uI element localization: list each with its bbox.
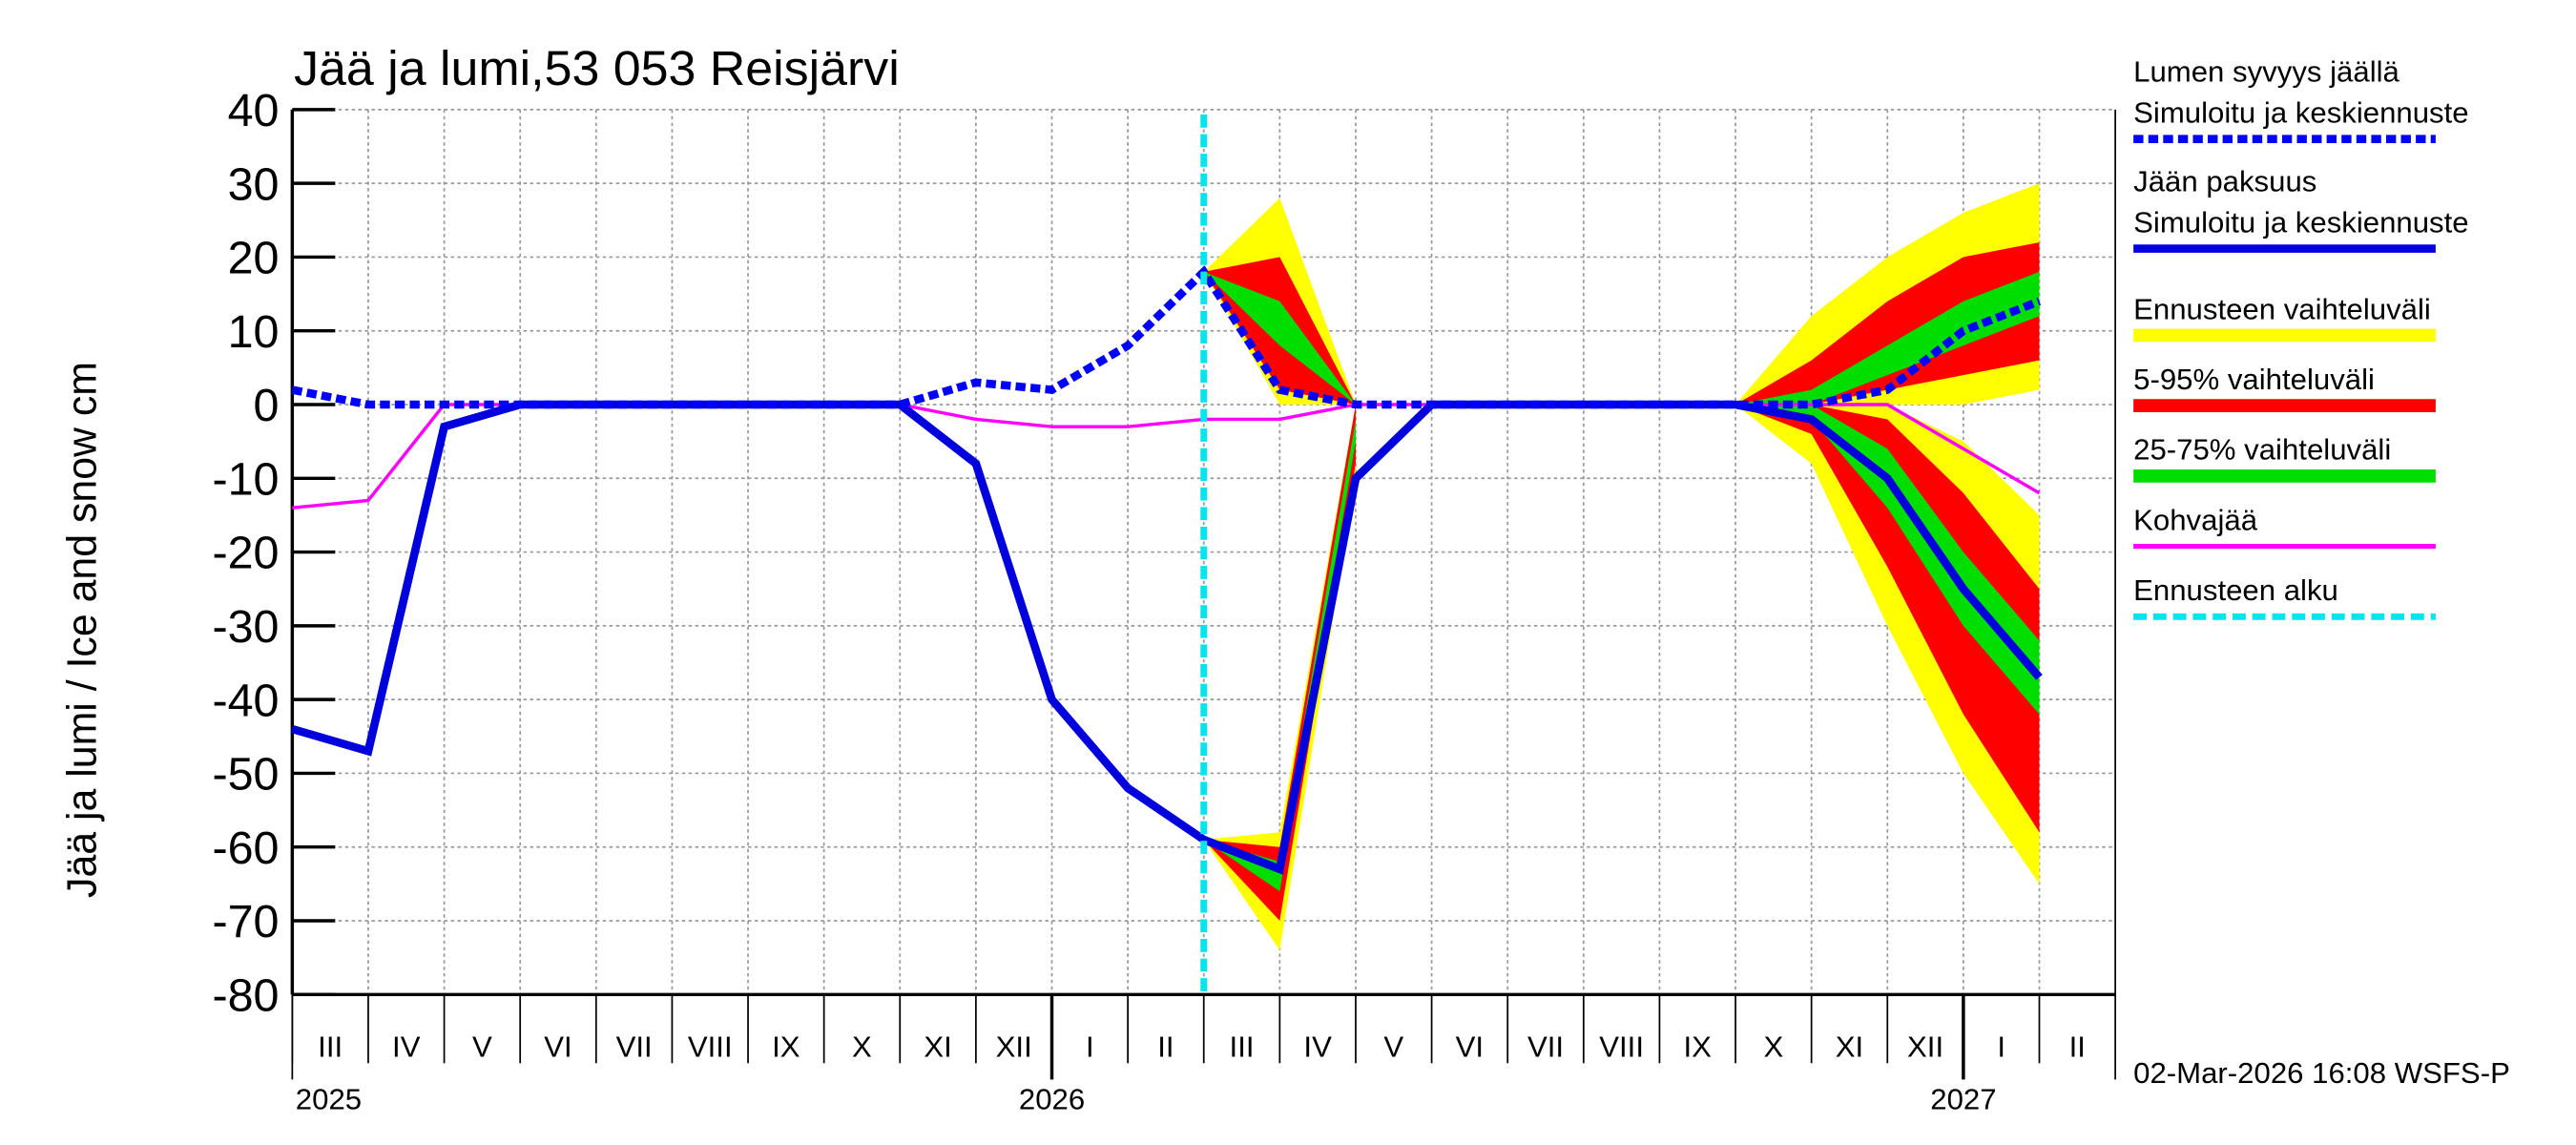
legend-label: Simuloitu ja keskiennuste [2133, 206, 2468, 239]
y-tick-label: -50 [212, 749, 279, 801]
year-label: 2025 [296, 1082, 362, 1115]
series-line [291, 265, 2042, 409]
y-tick-label: 40 [228, 85, 280, 136]
x-tick-label: I [1997, 1030, 2005, 1064]
x-tick-label: IX [1684, 1030, 1713, 1064]
x-tick-label: II [1157, 1030, 1174, 1064]
chart-title: Jää ja lumi,53 053 Reisjärvi [294, 40, 900, 95]
x-tick-label: VI [1456, 1030, 1484, 1064]
band-ice [1735, 405, 2040, 715]
y-tick-label: -60 [212, 822, 279, 874]
y-tick-label: -10 [212, 454, 279, 506]
x-tick-label: III [1230, 1030, 1255, 1064]
x-tick-label: I [1086, 1030, 1094, 1064]
band-snow [1735, 271, 2040, 405]
x-tick-label: VII [1527, 1030, 1564, 1064]
legend-label: Lumen syvyys jäällä [2133, 55, 2399, 89]
x-tick-label: IV [1303, 1030, 1332, 1064]
y-tick-label: 30 [228, 158, 280, 210]
band-snow [1735, 241, 2040, 405]
x-tick-label: VIII [1599, 1030, 1644, 1064]
x-tick-label: XII [1907, 1030, 1943, 1064]
x-tick-label: XII [996, 1030, 1032, 1064]
x-tick-label: X [1763, 1030, 1783, 1064]
x-tick-label: V [472, 1030, 492, 1064]
x-tick-label: IV [392, 1030, 421, 1064]
y-tick-label: 10 [228, 306, 280, 358]
year-label: 2027 [1930, 1082, 1996, 1115]
legend-label: Simuloitu ja keskiennuste [2133, 96, 2468, 130]
y-axis-label: Jää ja lumi / Ice and snow cm [59, 362, 105, 898]
legend-label: Ennusteen vaihteluväli [2133, 292, 2431, 325]
legend-label: Ennusteen alku [2133, 573, 2338, 607]
y-tick-label: -30 [212, 601, 279, 653]
legend-label: 25-75% vaihteluväli [2133, 433, 2391, 467]
x-tick-label: VII [616, 1030, 653, 1064]
x-tick-label: VI [544, 1030, 571, 1064]
x-tick-label: XI [924, 1030, 951, 1064]
y-tick-label: 20 [228, 233, 280, 284]
legend-label: Jään paksuus [2133, 165, 2316, 198]
x-tick-label: IX [772, 1030, 800, 1064]
year-label: 2026 [1019, 1082, 1085, 1115]
x-tick-label: III [318, 1030, 343, 1064]
x-tick-label: V [1383, 1030, 1403, 1064]
band-snow [1203, 271, 1356, 405]
footer: 02-Mar-2026 16:08 WSFS-P [2133, 1056, 2510, 1090]
y-tick-label: -40 [212, 675, 279, 726]
y-tick-label: -70 [212, 896, 279, 947]
y-tick-label: 0 [254, 380, 280, 431]
band-ice [1203, 405, 1356, 950]
series-line [291, 400, 2043, 875]
legend-label: Kohvajää [2133, 504, 2258, 537]
x-tick-label: II [2069, 1030, 2086, 1064]
band-ice [1735, 405, 2040, 833]
y-tick-label: -80 [212, 970, 279, 1022]
legend-label: 5-95% vaihteluväli [2133, 363, 2375, 396]
x-tick-label: XI [1836, 1030, 1863, 1064]
x-tick-label: VIII [688, 1030, 733, 1064]
y-tick-label: -20 [212, 528, 279, 579]
x-tick-label: X [852, 1030, 872, 1064]
